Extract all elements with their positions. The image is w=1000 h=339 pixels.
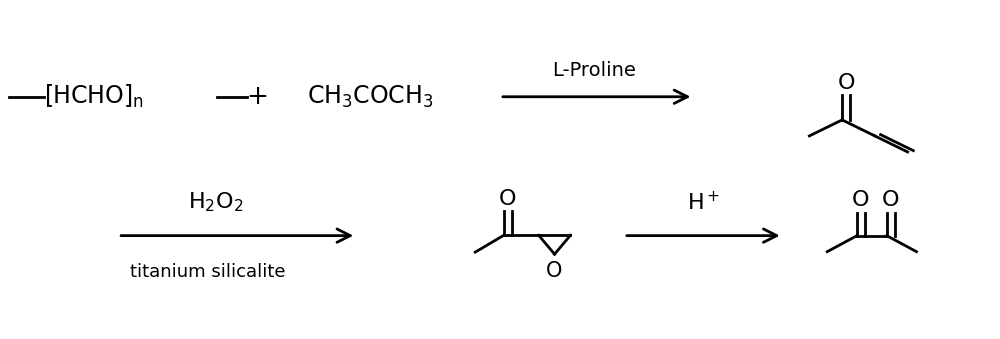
Text: O: O [546,261,563,281]
Text: H$^+$: H$^+$ [687,191,720,214]
Text: $\mathsf{H_2O_2}$: $\mathsf{H_2O_2}$ [188,191,243,214]
Text: O: O [499,189,516,209]
Text: titanium silicalite: titanium silicalite [130,263,285,281]
Text: $\mathsf{CH_3COCH_3}$: $\mathsf{CH_3COCH_3}$ [307,84,433,110]
Text: O: O [852,191,870,211]
Text: +: + [246,84,268,110]
Text: O: O [837,73,855,93]
Text: O: O [882,191,899,211]
Text: L-Proline: L-Proline [552,61,636,80]
Text: $\mathsf{[HCHO]_n}$: $\mathsf{[HCHO]_n}$ [44,83,144,111]
